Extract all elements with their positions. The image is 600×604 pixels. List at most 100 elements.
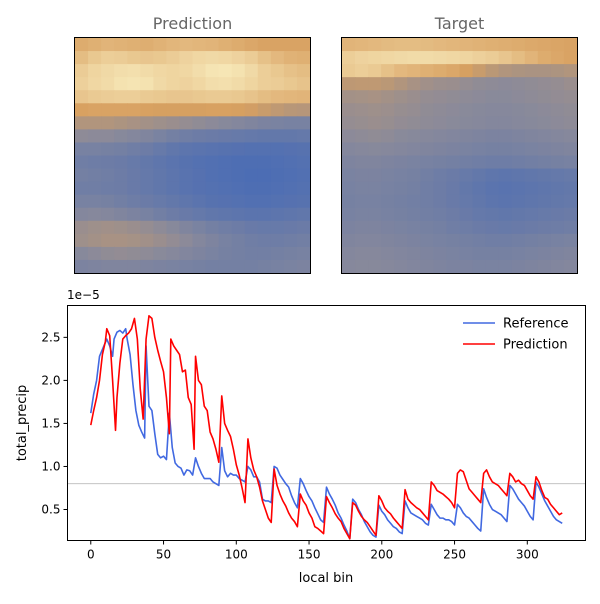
heatmap-cell: [498, 155, 513, 170]
heatmap-cell: [218, 155, 233, 170]
heatmap-cell: [381, 77, 395, 91]
heatmap-cell: [355, 246, 369, 261]
heatmap-cell: [179, 38, 194, 52]
heatmap-cell: [270, 181, 285, 196]
heatmap-cell: [283, 220, 298, 235]
heatmap-cell: [550, 142, 565, 157]
heatmap-cell: [192, 38, 207, 52]
heatmap-cell: [420, 194, 434, 209]
heatmap-cell: [114, 116, 128, 130]
heatmap-cell: [88, 103, 102, 117]
heatmap-cell: [257, 129, 272, 144]
heatmap-cell: [270, 220, 285, 235]
heatmap-cell: [446, 207, 461, 222]
heatmap-cell: [257, 220, 272, 235]
heatmap-cell: [114, 207, 128, 222]
heatmap-cell: [524, 220, 539, 235]
heatmap-cell: [537, 51, 552, 65]
heatmap-cell: [498, 233, 513, 248]
heatmap-cell: [485, 181, 500, 196]
heatmap-cell: [342, 259, 356, 274]
heatmap-cell: [485, 129, 500, 144]
heatmap-cell: [524, 181, 539, 196]
heatmap-cell: [75, 116, 89, 130]
heatmap-cell: [101, 194, 115, 209]
heatmap-cell: [446, 64, 461, 78]
heatmap-cell: [459, 142, 474, 157]
heatmap-cell: [355, 116, 369, 130]
heatmap-cell: [368, 246, 382, 261]
heatmap-cell: [498, 51, 513, 65]
heatmap-cell: [524, 64, 539, 78]
heatmap-cell: [101, 220, 115, 235]
heatmap-cell: [88, 246, 102, 261]
heatmap-cell: [205, 129, 220, 144]
heatmap-cell: [75, 168, 89, 183]
heatmap-cell: [498, 220, 513, 235]
heatmap-cell: [368, 116, 382, 130]
heatmap-cell: [153, 103, 167, 117]
heatmap-cell: [127, 51, 141, 65]
heatmap-cell: [524, 233, 539, 248]
heatmap-cell: [368, 142, 382, 157]
heatmap-cell: [420, 259, 434, 274]
heatmap-cell: [88, 233, 102, 248]
heatmap-cell: [218, 233, 233, 248]
heatmap-cell: [446, 233, 461, 248]
heatmap-cell: [459, 51, 474, 65]
heatmap-cell: [231, 207, 246, 222]
heatmap-cell: [283, 64, 298, 78]
heatmap-cell: [550, 259, 565, 274]
heatmap-cell: [498, 181, 513, 196]
heatmap-cell: [355, 129, 369, 144]
heatmap-cell: [342, 233, 356, 248]
heatmap-cell: [524, 259, 539, 274]
heatmap-cell: [550, 246, 565, 261]
heatmap-cell: [166, 38, 181, 52]
heatmap-cell: [407, 259, 421, 274]
heatmap-cell: [563, 129, 578, 144]
heatmap-cell: [433, 77, 448, 91]
heatmap-cell: [296, 233, 311, 248]
heatmap-cell: [231, 129, 246, 144]
heatmap-cell: [485, 90, 500, 104]
heatmap-cell: [75, 181, 89, 196]
x-tick-label: 50: [156, 548, 171, 562]
heatmap-cell: [114, 90, 128, 104]
y-tick-label: 2.0: [41, 373, 60, 387]
heatmap-cell: [75, 207, 89, 222]
heatmap-cell: [88, 220, 102, 235]
heatmap-cell: [433, 168, 448, 183]
heatmap-cell: [511, 246, 526, 261]
heatmap-cell: [537, 233, 552, 248]
heatmap-cell: [270, 103, 285, 117]
heatmap-cell: [498, 90, 513, 104]
heatmap-cell: [179, 207, 194, 222]
heatmap-cell: [88, 142, 102, 157]
heatmap-cell: [114, 142, 128, 157]
heatmap-cell: [166, 116, 181, 130]
heatmap-cell: [381, 38, 395, 52]
heatmap-cell: [205, 103, 220, 117]
heatmap-cell: [231, 116, 246, 130]
heatmap-cell: [368, 155, 382, 170]
heatmap-cell: [485, 77, 500, 91]
heatmap-cell: [75, 51, 89, 65]
heatmap-cell: [244, 246, 259, 261]
heatmap-cell: [407, 142, 421, 157]
heatmap-cell: [114, 64, 128, 78]
heatmap-cell: [244, 77, 259, 91]
heatmap-cell: [342, 220, 356, 235]
heatmap-cell: [218, 116, 233, 130]
heatmap-cell: [355, 207, 369, 222]
heatmap-cell: [244, 155, 259, 170]
heatmap-cell: [342, 77, 356, 91]
heatmap-cell: [511, 259, 526, 274]
heatmap-target: [342, 38, 578, 274]
heatmap-cell: [524, 116, 539, 130]
heatmap-cell: [127, 155, 141, 170]
heatmap-cell: [283, 129, 298, 144]
heatmap-cell: [101, 233, 115, 248]
heatmap-cell: [166, 64, 181, 78]
heatmap-cell: [472, 233, 487, 248]
